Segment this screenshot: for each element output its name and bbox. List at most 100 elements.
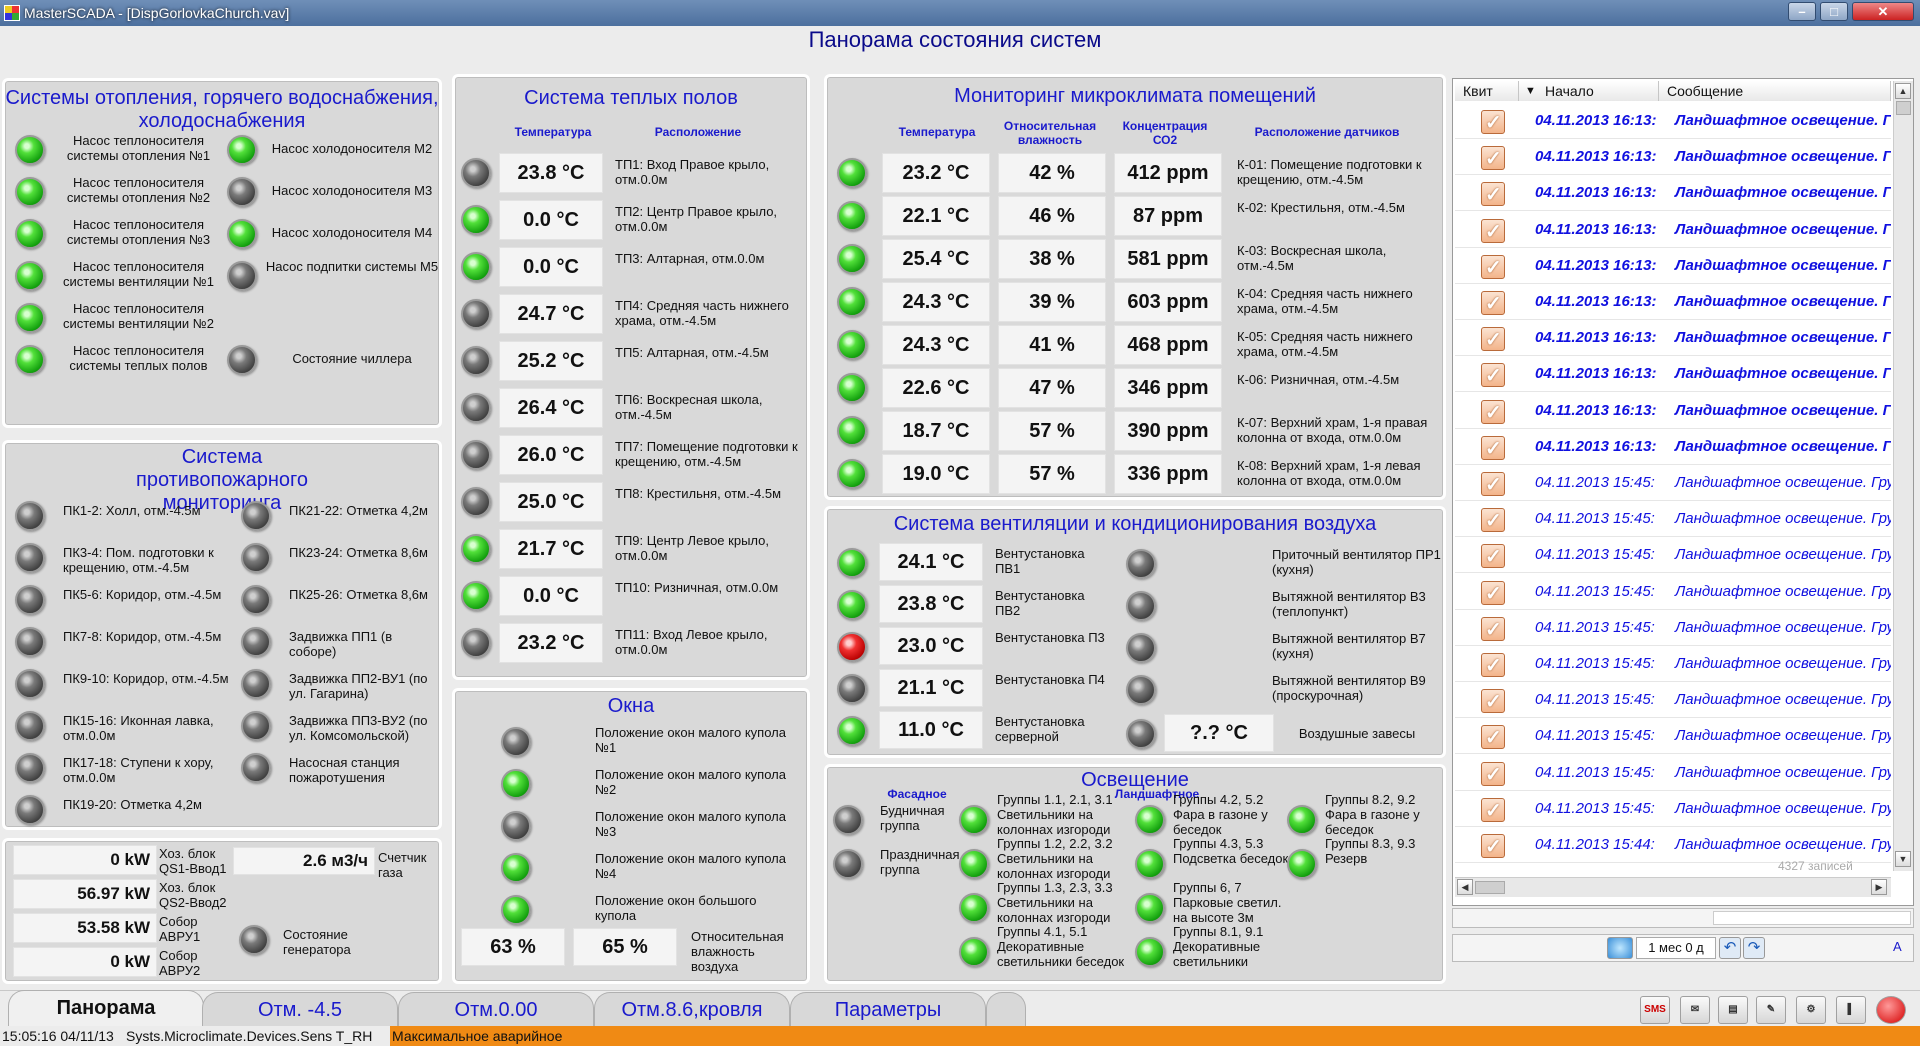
settings-gear-icon[interactable]: ⚙ xyxy=(1796,996,1826,1024)
header-band xyxy=(0,26,1920,54)
acknowledge-checkbox-icon[interactable] xyxy=(1481,616,1505,642)
sms-icon[interactable]: SMS xyxy=(1640,996,1670,1024)
acknowledge-checkbox-icon[interactable] xyxy=(1481,399,1505,425)
events-filter-field[interactable] xyxy=(1713,911,1911,925)
scroll-down-icon[interactable]: ▼ xyxy=(1895,851,1911,867)
acknowledge-checkbox-icon[interactable] xyxy=(1481,761,1505,787)
light-title: Освещение xyxy=(1081,769,1189,791)
tab-level-0-00[interactable]: Отм.0.00 xyxy=(398,992,594,1026)
maximize-button[interactable]: □ xyxy=(1820,2,1848,21)
acknowledge-checkbox-icon[interactable] xyxy=(1481,544,1505,569)
humidity-label: Относительная влажность воздуха xyxy=(691,929,784,974)
event-row[interactable]: 04.11.2013 16:13: Ландшафтное освещение. … xyxy=(1455,284,1891,320)
floor-location-label: ТП1: Вход Правое крыло, отм.0.0м xyxy=(615,157,770,187)
acknowledge-checkbox-icon[interactable] xyxy=(1481,834,1505,859)
event-row[interactable]: 04.11.2013 16:13: Ландшафтное освещение. … xyxy=(1455,248,1891,284)
landscape-light-indicator xyxy=(1287,849,1317,879)
curtain-label: Воздушные завесы xyxy=(1298,726,1416,741)
event-row[interactable]: 04.11.2013 16:13: Ландшафтное освещение. … xyxy=(1455,429,1891,465)
acknowledge-checkbox-icon[interactable] xyxy=(1481,182,1505,207)
event-row[interactable]: 04.11.2013 15:45: Ландшафтное освещение. … xyxy=(1455,537,1891,574)
gas-label: Счетчик газа xyxy=(378,850,427,880)
mail-icon[interactable]: ✉ xyxy=(1680,996,1710,1024)
acknowledge-checkbox-icon[interactable] xyxy=(1481,110,1505,135)
event-row[interactable]: 04.11.2013 15:45: Ландшафтное освещение. … xyxy=(1455,718,1891,755)
stop-icon[interactable] xyxy=(1876,996,1906,1024)
landscape-light-label: Группы 1.1, 2.1, 3.1 Светильники на коло… xyxy=(997,792,1113,837)
undo-icon[interactable]: ↶ xyxy=(1719,937,1741,959)
tab-level-8-6-roof[interactable]: Отм.8.6,кровля xyxy=(594,992,790,1026)
event-row[interactable]: 04.11.2013 16:13: Ландшафтное освещение. … xyxy=(1455,103,1891,139)
acknowledge-checkbox-icon[interactable] xyxy=(1481,291,1505,316)
fire-sensor-label: ПК23-24: Отметка 8,6м xyxy=(289,545,428,560)
event-row[interactable]: 04.11.2013 15:45: Ландшафтное освещение. … xyxy=(1455,682,1891,719)
event-row[interactable]: 04.11.2013 15:45: Ландшафтное освещение. … xyxy=(1455,574,1891,610)
acknowledge-checkbox-icon[interactable] xyxy=(1481,689,1505,714)
acknowledge-checkbox-icon[interactable] xyxy=(1481,218,1505,244)
event-row[interactable]: 04.11.2013 15:45: Ландшафтное освещение. … xyxy=(1455,646,1891,682)
page-title: Панорама состояния систем xyxy=(808,27,1102,52)
event-row[interactable]: 04.11.2013 16:13: Ландшафтное освещение. … xyxy=(1455,320,1891,357)
event-row[interactable]: 04.11.2013 16:13: Ландшафтное освещение. … xyxy=(1455,139,1891,176)
event-row[interactable]: 04.11.2013 15:44: Ландшафтное освещение. … xyxy=(1455,827,1891,863)
events-col-msg[interactable]: Сообщение xyxy=(1659,81,1891,101)
climate-temp-value: 23.2 °С xyxy=(882,153,990,193)
floor-heat-indicator xyxy=(461,252,491,282)
acknowledge-checkbox-icon[interactable] xyxy=(1481,797,1505,823)
event-row[interactable]: 04.11.2013 16:13: Ландшафтное освещение. … xyxy=(1455,212,1891,248)
event-row[interactable]: 04.11.2013 16:13: Ландшафтное освещение. … xyxy=(1455,393,1891,429)
event-start-time: 04.11.2013 15:45: xyxy=(1535,510,1655,528)
event-row[interactable]: 04.11.2013 15:45: Ландшафтное освещение. … xyxy=(1455,501,1891,538)
event-row[interactable]: 04.11.2013 15:45: Ландшафтное освещение. … xyxy=(1455,791,1891,827)
fire-sensor-label: ПК9-10: Коридор, отм.-4.5м xyxy=(63,671,229,686)
event-row[interactable]: 04.11.2013 16:13: Ландшафтное освещение. … xyxy=(1455,175,1891,212)
event-row[interactable]: 04.11.2013 15:45: Ландшафтное освещение. … xyxy=(1455,465,1891,501)
facade-light-label: Будничная группа xyxy=(880,803,945,833)
globe-icon[interactable] xyxy=(1607,937,1633,959)
report-icon[interactable]: ✎ xyxy=(1756,996,1786,1024)
acknowledge-checkbox-icon[interactable] xyxy=(1481,653,1505,678)
humidity-2-value: 65 % xyxy=(573,928,677,966)
exit-door-icon[interactable]: ▌ xyxy=(1836,996,1866,1024)
scroll-thumb[interactable] xyxy=(1896,101,1911,115)
vent-unit-label: Вентустановка П4 xyxy=(995,672,1105,687)
vent-fan-indicator xyxy=(1126,633,1156,663)
scroll-right-icon[interactable]: ▶ xyxy=(1871,879,1887,895)
tab-panorama[interactable]: Панорама xyxy=(8,990,204,1026)
events-col-start[interactable]: ▼ Начало xyxy=(1519,81,1659,101)
event-start-time: 04.11.2013 15:45: xyxy=(1535,618,1655,636)
events-hscroll[interactable]: ◀ ▶ xyxy=(1455,877,1891,897)
tab-level-minus-4-5[interactable]: Отм. -4.5 xyxy=(202,992,398,1026)
event-row[interactable]: 04.11.2013 15:45: Ландшафтное освещение. … xyxy=(1455,755,1891,791)
minimize-button[interactable]: – xyxy=(1788,2,1816,21)
cooling-pump-label: Насос холодоносителя М4 xyxy=(271,225,433,240)
event-message: Ландшафтное освещение. Гру xyxy=(1675,763,1891,781)
landscape-light-indicator xyxy=(959,805,989,835)
acknowledge-checkbox-icon[interactable] xyxy=(1481,435,1505,461)
tab-parameters[interactable]: Параметры xyxy=(790,992,986,1026)
acknowledge-checkbox-icon[interactable] xyxy=(1481,508,1505,533)
window-title-bar: MasterSCADA - [DispGorlovkaChurch.vav] –… xyxy=(0,0,1920,26)
fire-sensor-indicator xyxy=(15,543,45,573)
event-row[interactable]: 04.11.2013 15:45: Ландшафтное освещение. … xyxy=(1455,610,1891,646)
acknowledge-checkbox-icon[interactable] xyxy=(1481,725,1505,750)
acknowledge-checkbox-icon[interactable] xyxy=(1481,327,1505,352)
window-position-indicator xyxy=(501,853,531,883)
scroll-left-icon[interactable]: ◀ xyxy=(1457,879,1473,895)
status-alarm-message: Максимальное аварийное xyxy=(390,1026,1920,1046)
events-col-ack[interactable]: Квит xyxy=(1455,81,1519,101)
event-start-time: 04.11.2013 16:13: xyxy=(1535,293,1657,310)
acknowledge-checkbox-icon[interactable] xyxy=(1481,254,1505,280)
events-vscroll[interactable]: ▲ ▼ xyxy=(1893,81,1913,871)
scroll-up-icon[interactable]: ▲ xyxy=(1895,83,1911,99)
redo-icon[interactable]: ↷ xyxy=(1743,937,1765,959)
event-row[interactable]: 04.11.2013 16:13: Ландшафтное освещение. … xyxy=(1455,356,1891,393)
acknowledge-checkbox-icon[interactable] xyxy=(1481,146,1505,171)
acknowledge-checkbox-icon[interactable] xyxy=(1481,363,1505,388)
period-field[interactable]: 1 мес 0 д xyxy=(1636,937,1716,959)
hscroll-thumb[interactable] xyxy=(1475,881,1505,894)
acknowledge-checkbox-icon[interactable] xyxy=(1481,580,1505,606)
acknowledge-checkbox-icon[interactable] xyxy=(1481,472,1505,497)
book-icon[interactable]: ▤ xyxy=(1718,996,1748,1024)
close-button[interactable]: ✕ xyxy=(1852,2,1914,21)
